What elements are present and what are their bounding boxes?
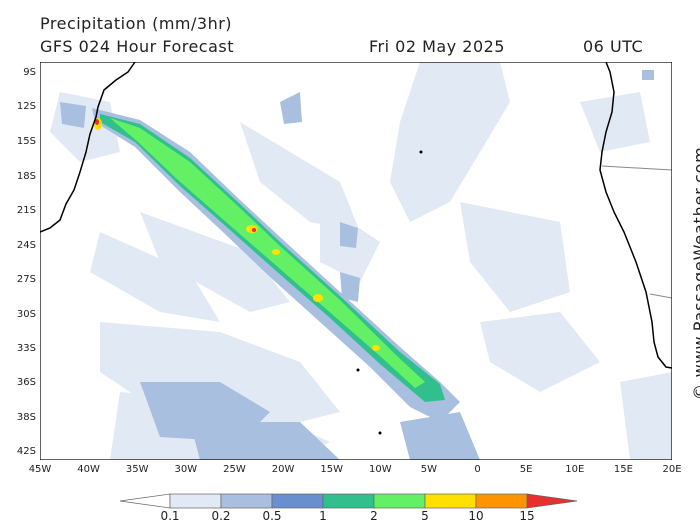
south-america-coastline xyxy=(40,62,136,233)
legend-swatch xyxy=(271,493,324,509)
precipitation-layer xyxy=(50,62,672,460)
legend-swatch xyxy=(220,493,273,509)
island-marker xyxy=(356,368,360,372)
legend-label: 10 xyxy=(468,509,484,523)
longitude-label: 10E xyxy=(565,464,585,475)
longitude-label: 5E xyxy=(519,464,533,475)
latitude-label: 9S xyxy=(23,67,36,78)
light-precip-patches xyxy=(50,62,672,460)
longitude-label: 20E xyxy=(662,464,682,475)
forecast-subtitle: GFS 024 Hour Forecast xyxy=(40,37,235,56)
africa-coastline xyxy=(599,62,672,369)
legend-label: 0.2 xyxy=(211,509,231,523)
latitude-label: 36S xyxy=(16,377,36,388)
island-marker xyxy=(378,431,382,435)
legend-label: 5 xyxy=(421,509,429,523)
angola-namibia-border xyxy=(601,165,672,171)
longitude-label: 5W xyxy=(420,464,438,475)
mid-precip-patches xyxy=(60,70,654,460)
latitude-label: 18S xyxy=(16,171,36,182)
legend-swatch xyxy=(119,493,171,509)
legend-swatch xyxy=(373,493,426,509)
longitude-label: 0 xyxy=(474,464,481,475)
longitude-label: 30W xyxy=(174,464,198,475)
legend-label: 0.5 xyxy=(262,509,282,523)
legend-swatch xyxy=(322,493,375,509)
island-marker xyxy=(419,150,423,154)
longitude-label: 40W xyxy=(77,464,100,475)
forecast-date: Fri 02 May 2025 xyxy=(369,37,505,56)
legend-swatch xyxy=(526,493,578,509)
longitude-label: 20W xyxy=(271,464,295,475)
latitude-label: 24S xyxy=(16,240,36,251)
precipitation-legend xyxy=(119,493,578,509)
extreme-precip-cells xyxy=(95,119,256,232)
longitude-label: 10W xyxy=(368,464,392,475)
longitude-label: 15W xyxy=(320,464,343,475)
latitude-label: 27S xyxy=(16,274,36,285)
legend-label: 0.1 xyxy=(160,509,180,523)
legend-label: 2 xyxy=(370,509,378,523)
namibia-southafrica-border xyxy=(649,293,672,299)
forecast-time: 06 UTC xyxy=(583,37,644,56)
longitude-label: 45W xyxy=(28,464,52,475)
latitude-label: 42S xyxy=(16,446,36,457)
legend-swatch xyxy=(475,493,528,509)
latitude-label: 12S xyxy=(16,101,36,112)
precipitation-map xyxy=(40,62,672,460)
latitude-label: 15S xyxy=(16,136,36,147)
longitude-label: 25W xyxy=(223,464,246,475)
legend-label: 15 xyxy=(519,509,535,523)
map-title: Precipitation (mm/3hr) xyxy=(40,14,233,33)
legend-swatch xyxy=(169,493,222,509)
legend-label: 1 xyxy=(319,509,327,523)
longitude-label: 35W xyxy=(125,464,149,475)
site-credit: © www.PassageWeather.com xyxy=(690,146,700,400)
latitude-label: 30S xyxy=(16,309,36,320)
legend-swatch xyxy=(424,493,477,509)
latitude-label: 21S xyxy=(16,205,36,216)
front-band-core xyxy=(110,118,425,388)
latitude-label: 38S xyxy=(16,412,36,423)
latitude-label: 33S xyxy=(16,343,36,354)
longitude-label: 15E xyxy=(613,464,633,475)
